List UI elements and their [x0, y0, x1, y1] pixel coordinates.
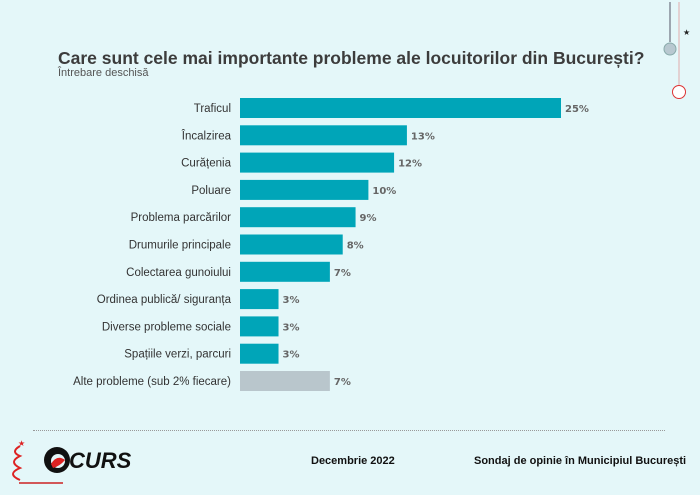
- footer-source: Sondaj de opinie în Municipiul București: [474, 455, 687, 467]
- category-label: Drumurile principale: [129, 240, 231, 252]
- bar: [240, 125, 407, 146]
- ornament-decoration: ★: [663, 2, 690, 99]
- svg-text:★: ★: [683, 28, 690, 37]
- curs-logo: ★ CURS: [5, 438, 145, 488]
- red-ornament-icon: [672, 85, 686, 99]
- data-label: 8%: [347, 241, 364, 252]
- chart-title: Care sunt cele mai importante probleme a…: [58, 48, 645, 68]
- bar: [240, 316, 279, 337]
- snowflake-ornament-icon: [663, 42, 677, 56]
- category-label: Alte probleme (sub 2% fiecare): [73, 376, 231, 388]
- category-label: Diverse probleme sociale: [102, 321, 231, 333]
- bar: [240, 234, 343, 255]
- category-label: Încalzirea: [181, 129, 232, 142]
- logo-text: CURS: [69, 448, 132, 473]
- footer-divider: [33, 430, 665, 431]
- bar: [240, 371, 330, 391]
- category-label: Ordinea publică/ siguranța: [97, 294, 232, 306]
- data-label: 3%: [283, 295, 300, 306]
- bar: [240, 289, 279, 310]
- category-label: Traficul: [194, 103, 231, 115]
- footer-date: Decembrie 2022: [311, 455, 395, 467]
- data-label: 10%: [372, 186, 396, 197]
- data-label: 3%: [283, 322, 300, 333]
- category-label: Problema parcărilor: [131, 212, 232, 224]
- data-label: 9%: [360, 213, 377, 224]
- category-label: Poluare: [191, 185, 231, 197]
- bar: [240, 98, 561, 118]
- data-label: 3%: [283, 350, 300, 361]
- bar: [240, 207, 356, 228]
- data-label: 13%: [411, 131, 435, 142]
- category-label: Spațiile verzi, parcuri: [124, 349, 231, 361]
- svg-text:★: ★: [18, 439, 25, 448]
- data-label: 25%: [565, 104, 589, 115]
- category-label: Curățenia: [181, 158, 231, 170]
- bar: [240, 343, 279, 364]
- bar: [240, 152, 395, 173]
- data-label: 12%: [398, 159, 422, 170]
- data-label: 7%: [334, 268, 351, 279]
- category-label: Colectarea gunoiului: [126, 267, 231, 279]
- bar: [240, 261, 330, 282]
- bar: [240, 179, 369, 200]
- data-label: 7%: [334, 377, 351, 388]
- chart-subtitle: Întrebare deschisă: [58, 67, 149, 79]
